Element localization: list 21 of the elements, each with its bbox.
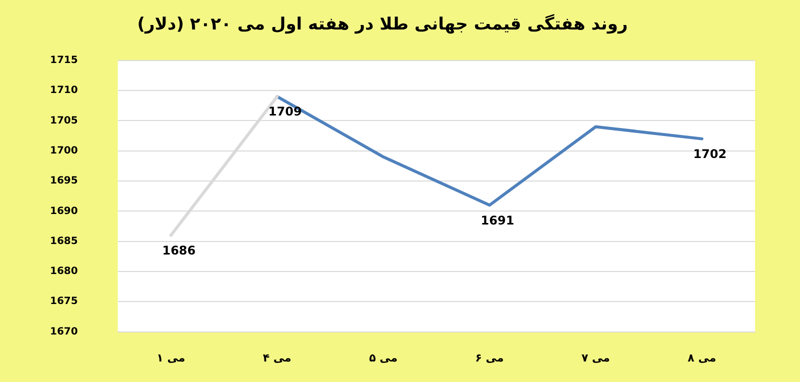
x-tick-label: ۸ می (688, 351, 716, 364)
data-label: 1709 (268, 104, 302, 119)
y-tick-label: 1675 (50, 296, 78, 308)
y-tick-label: 1680 (50, 266, 78, 278)
x-tick-label: ۴ می (262, 351, 292, 364)
x-tick-label: ۱ می (156, 351, 186, 364)
y-tick-label: 1700 (50, 145, 78, 156)
data-label: 1686 (162, 243, 196, 258)
y-tick-label: 1715 (50, 54, 78, 66)
y-tick-label: 1710 (50, 85, 78, 96)
x-tick-label: ۵ می (369, 351, 398, 364)
data-label: 1691 (480, 213, 514, 228)
y-tick-label: 1705 (50, 115, 78, 126)
y-tick-label: 1670 (50, 326, 78, 338)
y-tick-label: 1685 (50, 236, 78, 247)
x-tick-label: ۷ می (581, 351, 610, 364)
y-tick-label: 1690 (50, 206, 78, 217)
y-tick-label: 1695 (50, 176, 78, 187)
x-tick-label: ۶ می (475, 351, 504, 364)
chart-title: روند هفتگی قیمت جهانی طلا در هفته اول می ۲۰۲۰ (دلار) (137, 14, 628, 35)
data-label: 1702 (693, 146, 727, 161)
